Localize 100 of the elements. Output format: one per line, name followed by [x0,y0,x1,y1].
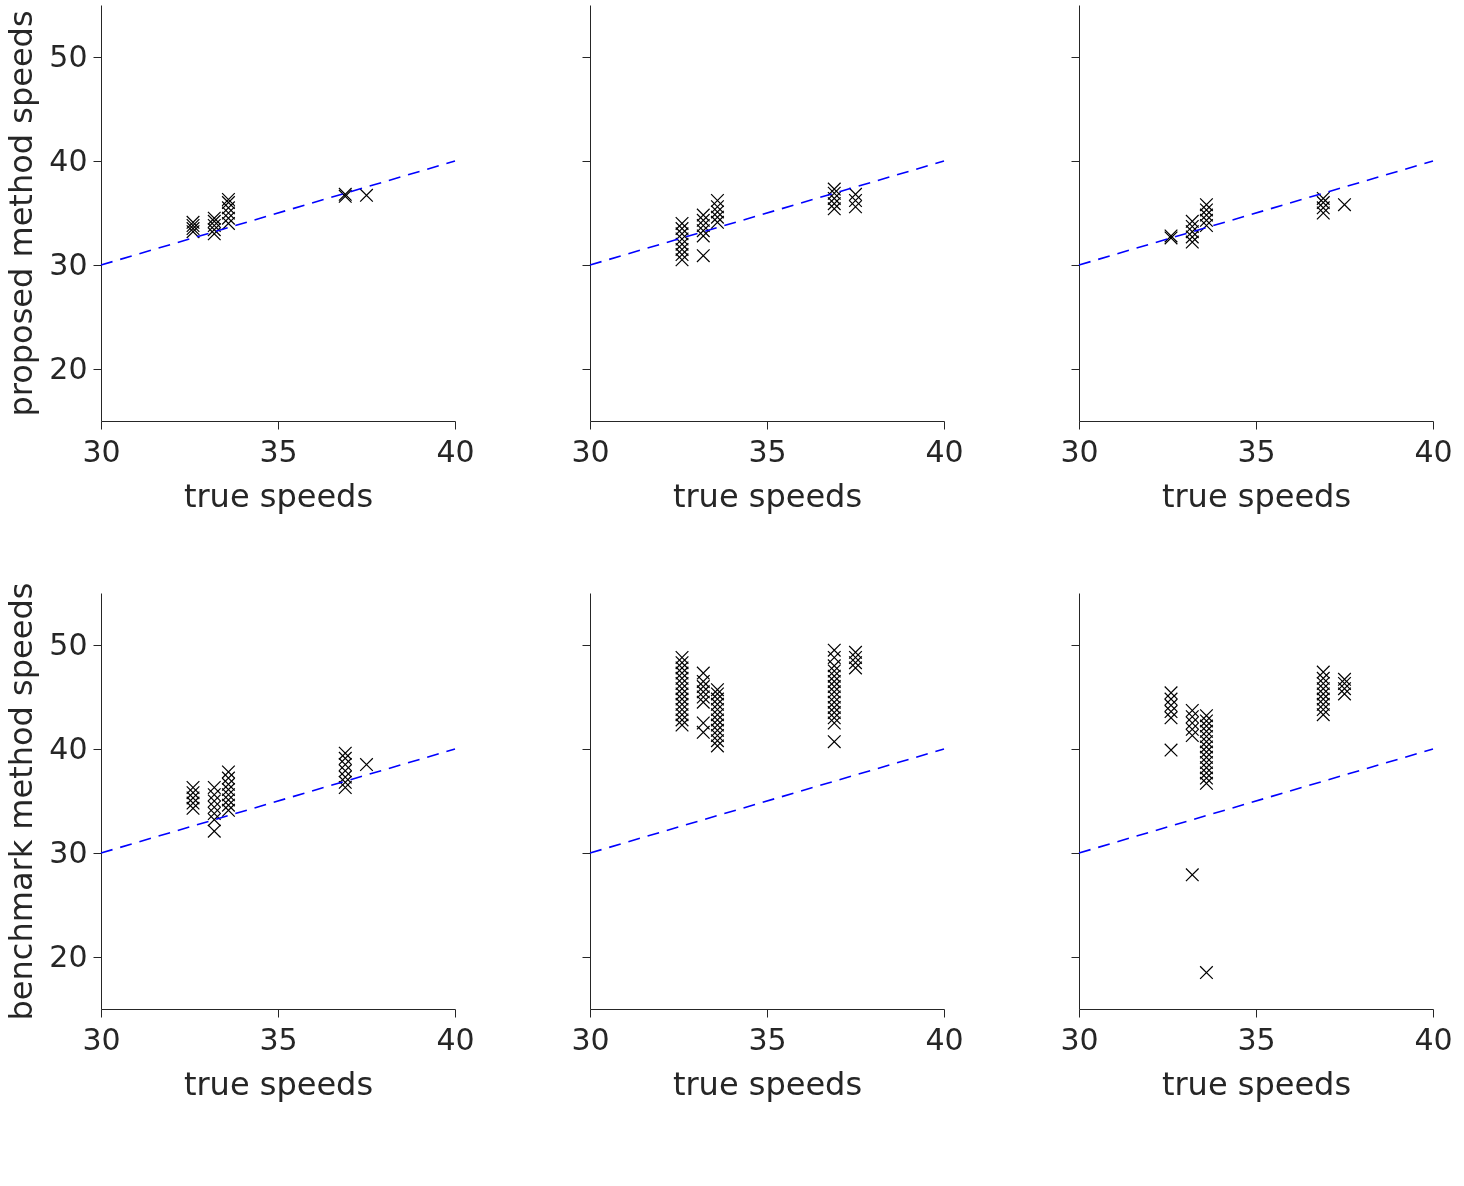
point [675,216,689,231]
point [675,671,689,686]
point [848,660,863,675]
point [338,770,353,785]
x-tick-label: 40 [925,1021,964,1057]
point [827,700,842,715]
x-tick-label: 40 [436,1021,475,1057]
point [1316,702,1331,717]
y-tick-label: 50 [49,626,88,662]
point [1185,867,1200,882]
x-axis-title: true speeds [1161,1064,1352,1103]
x-axis-title: true speeds [183,476,374,515]
point [696,218,711,233]
point [827,196,842,211]
x-tick-label: 40 [925,433,964,469]
point [1199,750,1214,765]
point [710,193,725,208]
point [1316,191,1331,206]
point [675,660,689,675]
point [827,695,842,710]
point [848,655,863,670]
point [827,201,842,216]
point [1164,743,1178,757]
point [207,806,222,821]
point [827,650,842,665]
x-tick-label: 30 [1060,433,1099,469]
x-tick-label: 30 [571,433,610,469]
point [1337,197,1352,212]
point [1316,665,1331,679]
point [186,790,200,805]
x-axis-title: true speeds [183,1064,374,1103]
point [1164,692,1178,707]
point [1199,755,1214,770]
point [675,707,689,722]
point [1199,745,1214,760]
x-tick-label: 30 [1060,1021,1099,1057]
point [710,728,725,743]
point [827,186,842,201]
point [696,223,711,238]
point [675,226,689,241]
y-tick-label: 30 [49,834,88,870]
point [675,666,689,681]
point [1185,224,1200,239]
point [1199,197,1214,212]
point [1316,206,1331,220]
point [696,666,711,681]
point [675,242,689,257]
point [359,757,374,772]
y-tick-label: 30 [49,246,88,282]
point [1316,707,1331,722]
point [696,679,711,694]
point [1316,671,1331,686]
point [1316,692,1331,707]
y-tick-label: 50 [49,38,88,74]
point [675,655,689,670]
x-tick-label: 30 [571,1021,610,1057]
point [848,199,863,214]
point [1199,760,1214,775]
y-axis-title: proposed method speeds [2,10,41,417]
point [827,191,842,206]
point [710,205,725,219]
x-tick-label: 40 [1414,433,1453,469]
point [1164,698,1178,713]
point [696,248,711,263]
x-tick-label: 35 [259,433,298,469]
point [1199,734,1214,749]
point [1316,686,1331,701]
point [221,771,236,786]
point [186,785,200,800]
point [827,690,842,704]
point [1199,765,1214,780]
point [1316,200,1331,215]
point [710,712,725,727]
point [848,187,863,202]
point [1337,686,1352,701]
point [1185,229,1200,244]
point [338,746,353,761]
x-tick-label: 35 [1237,1021,1276,1057]
y-axis-title: benchmark method speeds [2,582,41,1021]
point [827,705,842,720]
point [827,182,842,197]
point [827,716,842,730]
point [207,222,222,237]
point [827,674,842,689]
point [1199,719,1214,734]
point [221,777,236,792]
point [221,803,236,818]
point [338,775,353,790]
x-axis-title: true speeds [672,476,863,515]
point [221,764,236,779]
point [675,232,689,246]
point [1316,681,1331,696]
y-tick-label: 40 [49,730,88,766]
x-tick-label: 30 [82,1021,121,1057]
point [1164,704,1178,719]
point [675,686,689,701]
x-axis-title: true speeds [672,1064,863,1103]
point [207,812,222,827]
x-tick-label: 35 [748,433,787,469]
point [1164,685,1178,700]
